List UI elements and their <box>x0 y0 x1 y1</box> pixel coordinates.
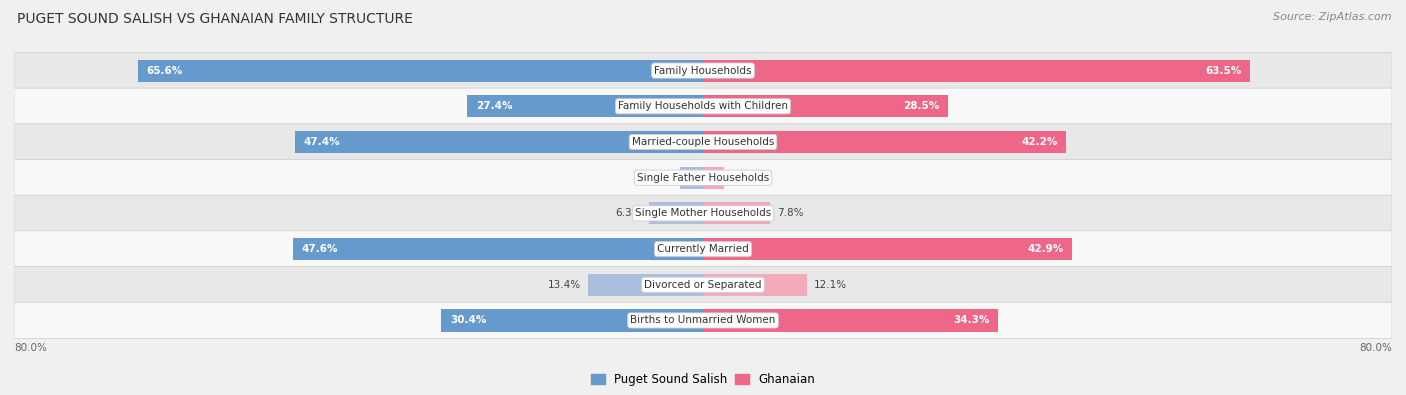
FancyBboxPatch shape <box>14 302 1392 339</box>
Text: Source: ZipAtlas.com: Source: ZipAtlas.com <box>1274 12 1392 22</box>
Text: 13.4%: 13.4% <box>547 280 581 290</box>
Bar <box>648 202 703 224</box>
Text: 80.0%: 80.0% <box>14 342 46 353</box>
Text: 6.3%: 6.3% <box>616 209 643 218</box>
FancyBboxPatch shape <box>14 53 1392 89</box>
Text: 63.5%: 63.5% <box>1205 66 1241 75</box>
Bar <box>703 167 724 189</box>
Text: 2.4%: 2.4% <box>731 173 756 182</box>
Text: 27.4%: 27.4% <box>475 101 512 111</box>
Text: Currently Married: Currently Married <box>657 244 749 254</box>
Bar <box>588 274 703 296</box>
FancyBboxPatch shape <box>14 195 1392 231</box>
Bar <box>703 95 949 117</box>
FancyBboxPatch shape <box>14 124 1392 160</box>
Bar <box>703 309 998 331</box>
Bar <box>441 309 703 331</box>
Bar <box>703 238 1073 260</box>
Bar <box>679 167 703 189</box>
Text: 42.9%: 42.9% <box>1028 244 1064 254</box>
Text: Single Father Households: Single Father Households <box>637 173 769 182</box>
Bar <box>703 60 1250 82</box>
FancyBboxPatch shape <box>14 88 1392 124</box>
Text: Births to Unmarried Women: Births to Unmarried Women <box>630 316 776 325</box>
Bar <box>703 274 807 296</box>
Text: Single Mother Households: Single Mother Households <box>636 209 770 218</box>
Text: 30.4%: 30.4% <box>450 316 486 325</box>
Text: 7.8%: 7.8% <box>778 209 804 218</box>
Text: 28.5%: 28.5% <box>904 101 939 111</box>
Bar <box>292 238 703 260</box>
Text: PUGET SOUND SALISH VS GHANAIAN FAMILY STRUCTURE: PUGET SOUND SALISH VS GHANAIAN FAMILY ST… <box>17 12 413 26</box>
FancyBboxPatch shape <box>14 267 1392 303</box>
Text: 34.3%: 34.3% <box>953 316 990 325</box>
Bar <box>703 131 1066 153</box>
Text: Family Households: Family Households <box>654 66 752 75</box>
Text: Married-couple Households: Married-couple Households <box>631 137 775 147</box>
Text: Divorced or Separated: Divorced or Separated <box>644 280 762 290</box>
FancyBboxPatch shape <box>14 231 1392 267</box>
Text: 12.1%: 12.1% <box>814 280 848 290</box>
Text: 2.7%: 2.7% <box>647 173 673 182</box>
Text: Family Households with Children: Family Households with Children <box>619 101 787 111</box>
Text: 47.6%: 47.6% <box>302 244 339 254</box>
Text: 42.2%: 42.2% <box>1021 137 1057 147</box>
Bar <box>467 95 703 117</box>
Text: 47.4%: 47.4% <box>304 137 340 147</box>
Legend: Puget Sound Salish, Ghanaian: Puget Sound Salish, Ghanaian <box>586 369 820 391</box>
Bar <box>138 60 703 82</box>
Bar <box>295 131 703 153</box>
Text: 65.6%: 65.6% <box>146 66 183 75</box>
FancyBboxPatch shape <box>14 160 1392 196</box>
Text: 80.0%: 80.0% <box>1360 342 1392 353</box>
Bar <box>703 202 770 224</box>
